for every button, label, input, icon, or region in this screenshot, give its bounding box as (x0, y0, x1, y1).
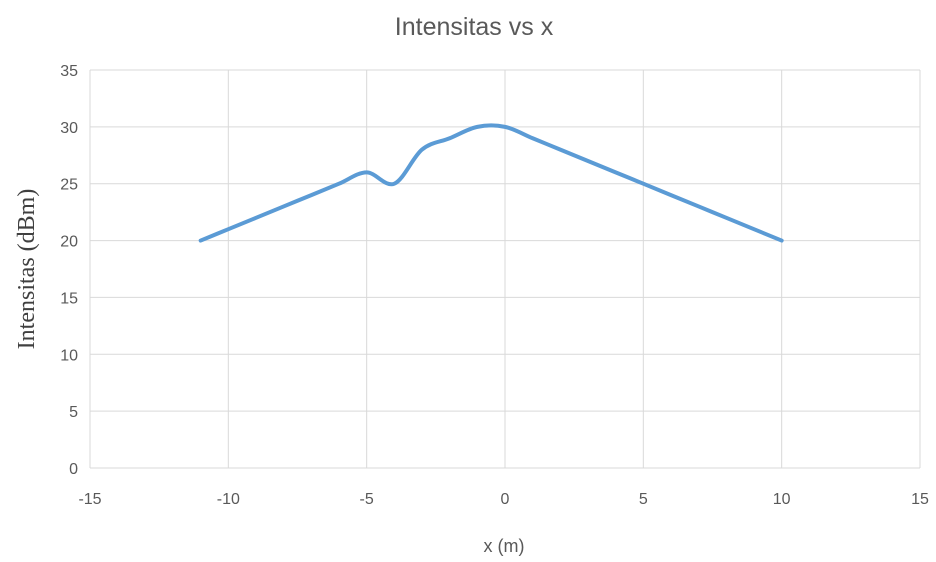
chart-title: Intensitas vs x (395, 13, 554, 41)
y-tick-label: 10 (60, 347, 78, 364)
y-tick-label: 5 (69, 404, 78, 421)
x-tick-label: -10 (217, 491, 240, 508)
y-tick-label: 15 (60, 290, 78, 307)
y-axis-label: Intensitas (dBm) (14, 189, 40, 350)
y-tick-label: 20 (60, 234, 78, 251)
series-layer (198, 123, 784, 243)
x-tick-label: -5 (360, 491, 374, 508)
x-axis-label: x (m) (484, 536, 525, 556)
y-tick-label: 0 (69, 461, 78, 478)
grid (89, 69, 921, 469)
y-tick-label: 25 (60, 177, 78, 194)
axes: 0 5 10 15 20 25 30 35 -15 -10 -5 0 5 10 15 (60, 63, 929, 508)
x-tick-label: -15 (78, 491, 101, 508)
y-tick-label: 30 (60, 120, 78, 137)
x-tick-label: 15 (911, 491, 929, 508)
x-tick-label: 0 (501, 491, 510, 508)
x-tick-label: 10 (773, 491, 791, 508)
y-tick-label: 35 (60, 63, 78, 80)
x-tick-label: 5 (639, 491, 648, 508)
series-line (198, 123, 784, 243)
